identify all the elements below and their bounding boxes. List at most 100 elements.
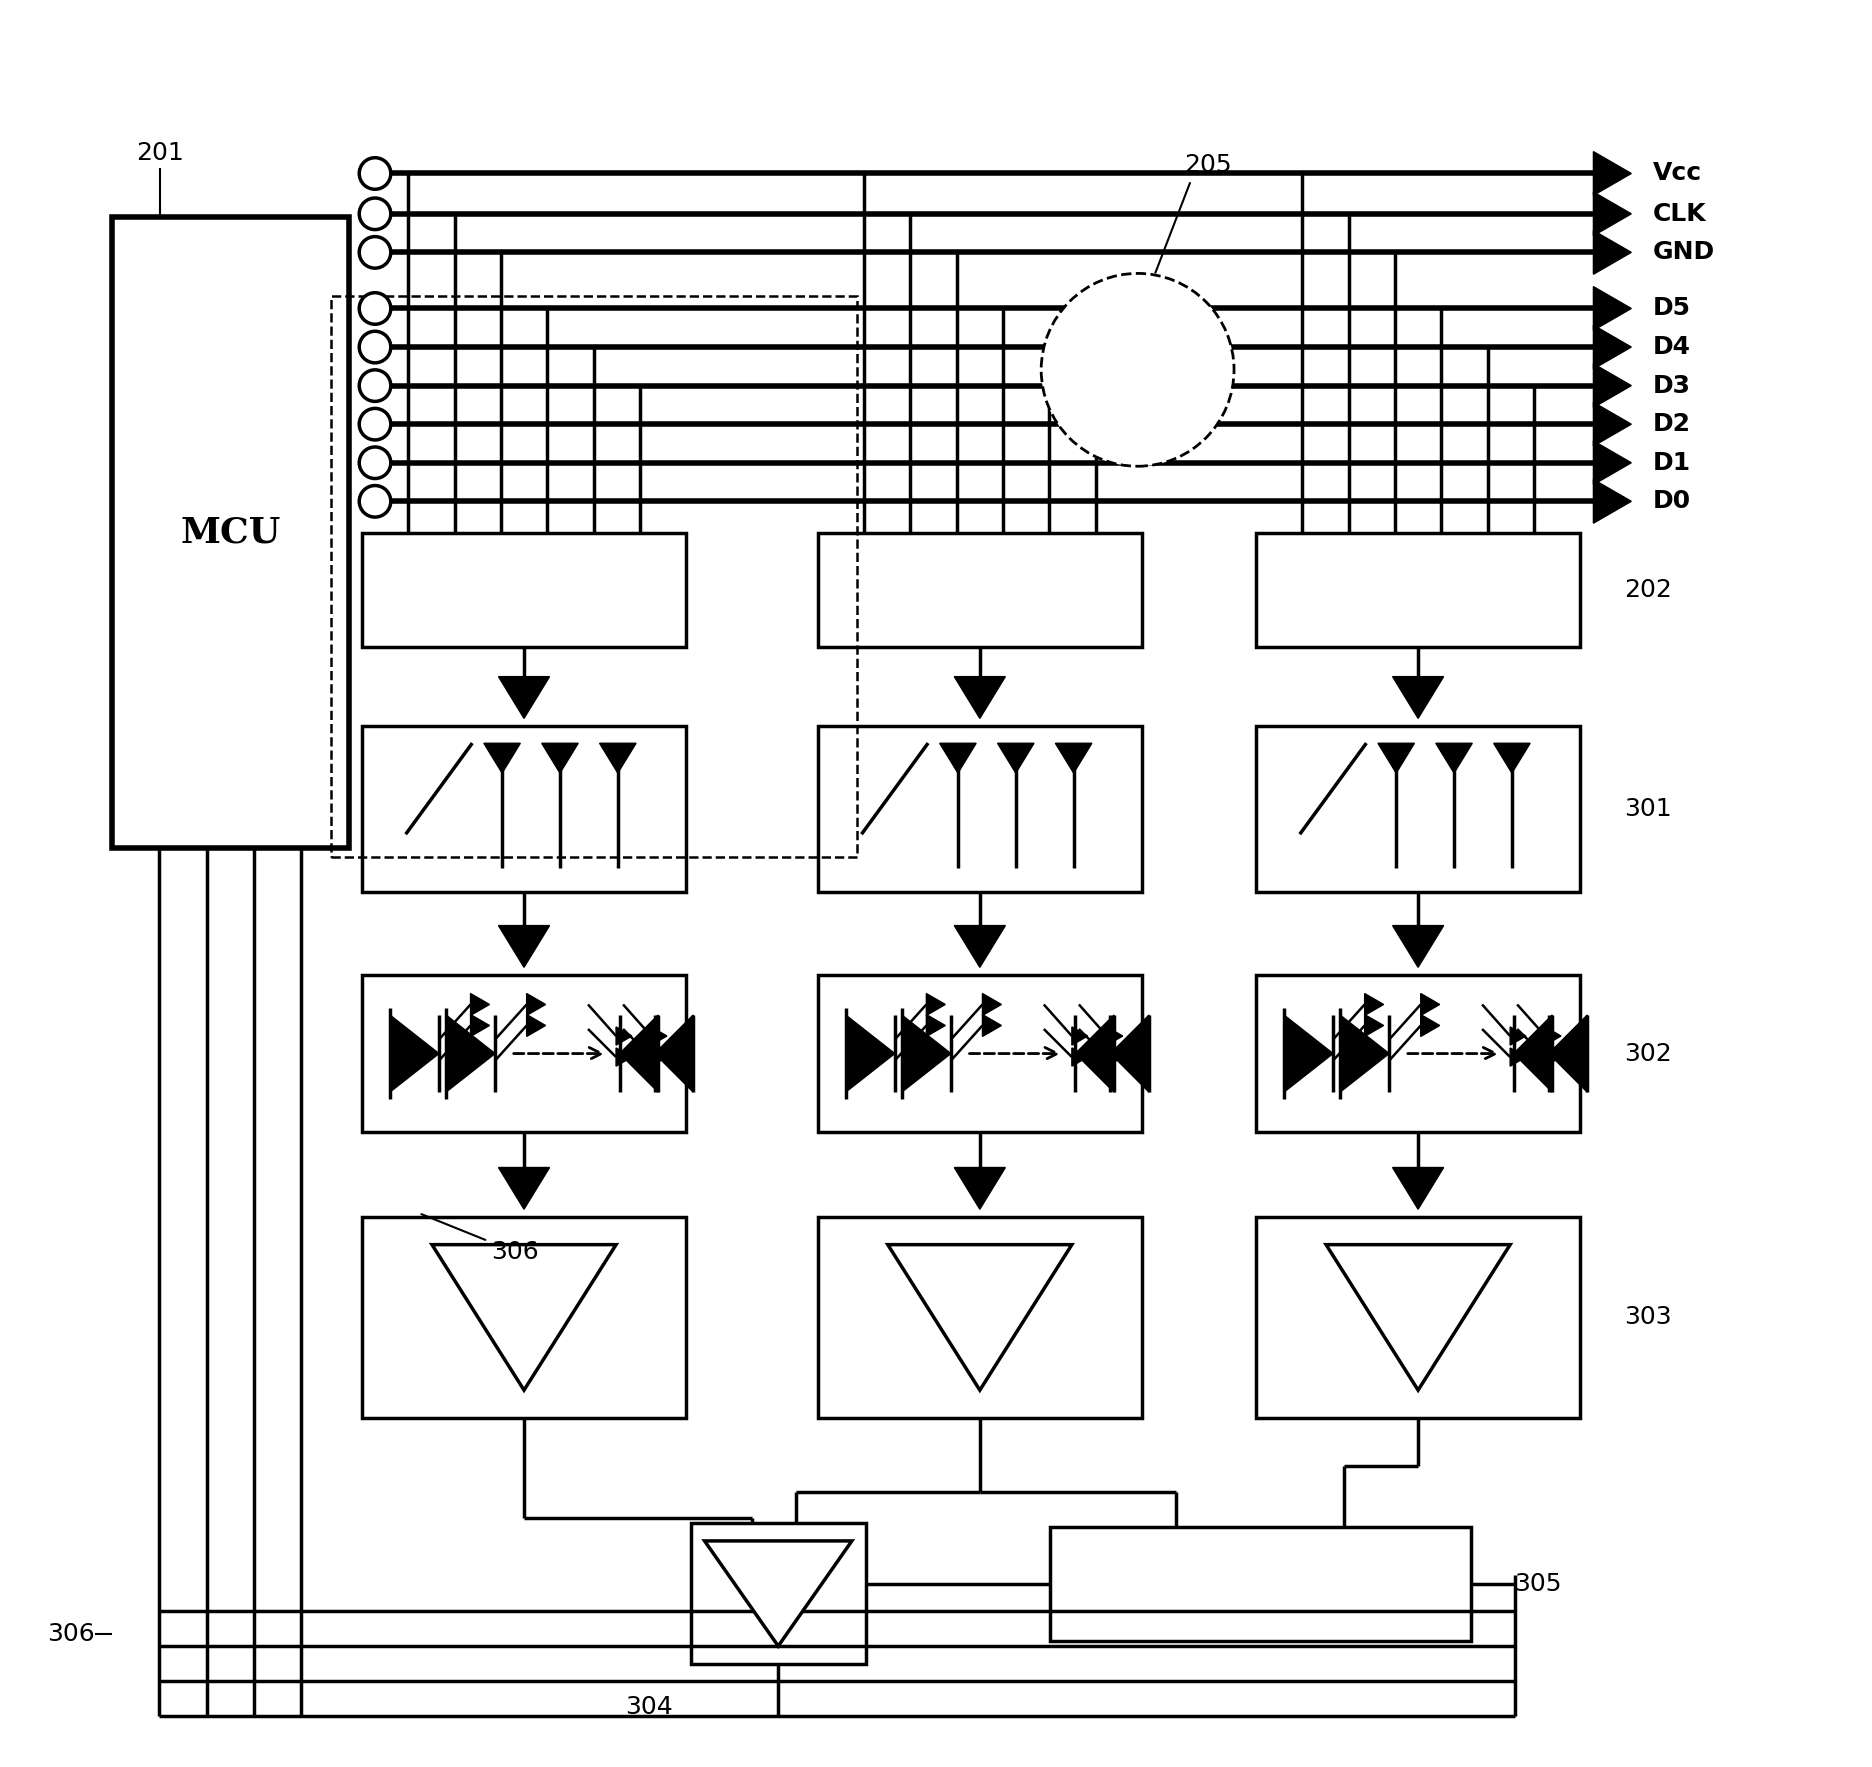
Circle shape xyxy=(359,486,391,518)
Polygon shape xyxy=(1106,1048,1123,1066)
Polygon shape xyxy=(1593,325,1631,369)
Bar xyxy=(1256,1217,1580,1419)
Text: 301: 301 xyxy=(1625,797,1672,822)
Polygon shape xyxy=(846,1014,895,1092)
Polygon shape xyxy=(1073,1027,1088,1044)
Polygon shape xyxy=(1378,744,1415,772)
Polygon shape xyxy=(1593,364,1631,408)
Polygon shape xyxy=(1421,993,1440,1016)
Polygon shape xyxy=(1421,1014,1440,1037)
Text: Vcc: Vcc xyxy=(1653,161,1702,186)
Polygon shape xyxy=(983,993,1002,1016)
Polygon shape xyxy=(655,1014,693,1092)
Polygon shape xyxy=(1593,479,1631,523)
Text: 201: 201 xyxy=(137,141,183,164)
Bar xyxy=(361,975,687,1133)
Polygon shape xyxy=(1593,403,1631,445)
Circle shape xyxy=(359,237,391,269)
Text: 202: 202 xyxy=(1625,578,1672,603)
Polygon shape xyxy=(1073,1048,1088,1066)
Circle shape xyxy=(359,330,391,362)
Text: D0: D0 xyxy=(1653,489,1690,514)
Polygon shape xyxy=(1544,1027,1561,1044)
Polygon shape xyxy=(1593,230,1631,274)
Polygon shape xyxy=(620,1014,659,1092)
Circle shape xyxy=(359,198,391,230)
Polygon shape xyxy=(616,1027,633,1044)
Polygon shape xyxy=(927,993,945,1016)
Polygon shape xyxy=(1593,193,1631,235)
Polygon shape xyxy=(1593,286,1631,330)
Bar xyxy=(818,1217,1142,1419)
Text: D5: D5 xyxy=(1653,297,1690,320)
Bar xyxy=(818,975,1142,1133)
Polygon shape xyxy=(651,1027,666,1044)
Polygon shape xyxy=(1494,744,1529,772)
Polygon shape xyxy=(940,744,975,772)
Polygon shape xyxy=(1511,1048,1526,1066)
Text: 304: 304 xyxy=(625,1696,674,1719)
Polygon shape xyxy=(526,993,545,1016)
Text: D3: D3 xyxy=(1653,373,1690,398)
Text: 306: 306 xyxy=(47,1622,94,1645)
Polygon shape xyxy=(1393,1168,1443,1209)
Polygon shape xyxy=(955,677,1005,719)
Circle shape xyxy=(359,157,391,189)
Text: D4: D4 xyxy=(1653,336,1690,359)
Polygon shape xyxy=(599,744,636,772)
Polygon shape xyxy=(432,1244,616,1391)
Polygon shape xyxy=(1365,1014,1383,1037)
Polygon shape xyxy=(955,926,1005,967)
Bar xyxy=(1256,975,1580,1133)
Polygon shape xyxy=(955,1168,1005,1209)
Bar xyxy=(1256,726,1580,892)
Circle shape xyxy=(359,293,391,325)
Polygon shape xyxy=(1075,1014,1114,1092)
Text: 306: 306 xyxy=(421,1214,539,1263)
Polygon shape xyxy=(446,1014,494,1092)
Polygon shape xyxy=(1593,152,1631,196)
Polygon shape xyxy=(498,926,550,967)
Polygon shape xyxy=(498,677,550,719)
Bar xyxy=(1256,534,1580,647)
Polygon shape xyxy=(1593,442,1631,484)
Polygon shape xyxy=(1110,1014,1149,1092)
Polygon shape xyxy=(887,1244,1073,1391)
Polygon shape xyxy=(470,993,489,1016)
Text: D1: D1 xyxy=(1653,451,1690,475)
Polygon shape xyxy=(498,1168,550,1209)
Bar xyxy=(818,534,1142,647)
Text: MCU: MCU xyxy=(180,516,281,550)
Circle shape xyxy=(359,408,391,440)
Text: 305: 305 xyxy=(1514,1573,1561,1596)
Text: 205: 205 xyxy=(1183,154,1232,177)
Polygon shape xyxy=(526,1014,545,1037)
Bar xyxy=(691,1523,867,1665)
Bar xyxy=(112,217,348,848)
Polygon shape xyxy=(1393,677,1443,719)
Polygon shape xyxy=(983,1014,1002,1037)
Polygon shape xyxy=(1325,1244,1511,1391)
Circle shape xyxy=(359,369,391,401)
Polygon shape xyxy=(927,1014,945,1037)
Bar xyxy=(361,534,687,647)
Bar xyxy=(818,726,1142,892)
Polygon shape xyxy=(1284,1014,1333,1092)
Polygon shape xyxy=(470,1014,489,1037)
Polygon shape xyxy=(1436,744,1471,772)
Polygon shape xyxy=(1544,1048,1561,1066)
Polygon shape xyxy=(1393,926,1443,967)
Polygon shape xyxy=(616,1048,633,1066)
Polygon shape xyxy=(1106,1027,1123,1044)
Polygon shape xyxy=(389,1014,440,1092)
Polygon shape xyxy=(1365,993,1383,1016)
Text: D2: D2 xyxy=(1653,412,1690,436)
Bar xyxy=(361,1217,687,1419)
Polygon shape xyxy=(651,1048,666,1066)
Polygon shape xyxy=(1511,1027,1526,1044)
Bar xyxy=(331,297,857,857)
Text: 302: 302 xyxy=(1625,1041,1672,1066)
Polygon shape xyxy=(1340,1014,1389,1092)
Text: GND: GND xyxy=(1653,240,1715,265)
Bar xyxy=(361,726,687,892)
